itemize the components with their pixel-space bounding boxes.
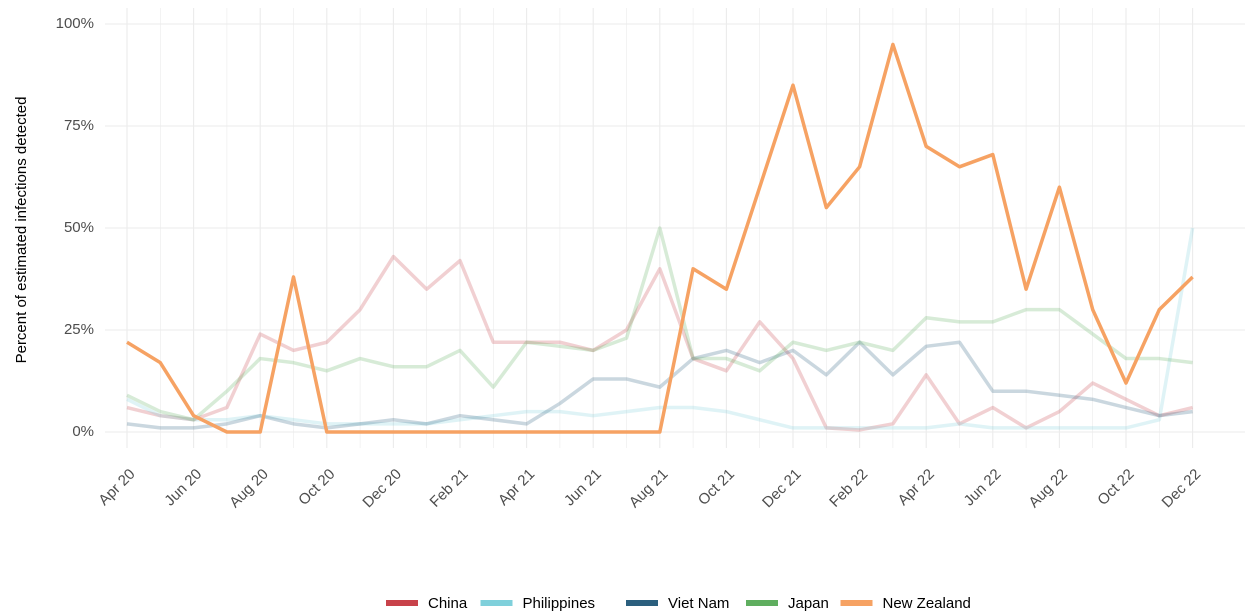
x-tick-label: Jun 20: [161, 466, 205, 510]
x-tick-label: Oct 22: [1094, 466, 1137, 509]
legend-label: Japan: [788, 595, 829, 612]
x-tick-label: Feb 22: [826, 466, 871, 511]
legend-swatch: [480, 600, 513, 606]
x-tick-label: Aug 22: [1025, 466, 1071, 512]
x-tick-label: Dec 22: [1159, 466, 1205, 512]
x-tick-label: Apr 22: [895, 466, 938, 509]
legend-swatch: [626, 600, 658, 606]
x-tick-label: Oct 20: [295, 466, 338, 509]
y-tick-label: 75%: [64, 117, 94, 134]
series-line: [126, 340, 1193, 430]
legend-label: Philippines: [523, 595, 596, 612]
x-tick-label: Feb 21: [427, 466, 472, 511]
x-tick-label: Apr 20: [95, 466, 138, 509]
series-line: [126, 227, 1195, 430]
y-tick-label: 0%: [72, 423, 94, 440]
y-tick-label: 50%: [64, 219, 94, 236]
y-tick-label: 100%: [56, 15, 94, 32]
x-tick-label: Aug 20: [226, 466, 272, 512]
x-tick-label: Jun 22: [961, 466, 1005, 510]
legend-label: New Zealand: [883, 595, 971, 612]
series-line: [126, 254, 1194, 432]
y-tick-label: 25%: [64, 321, 94, 338]
legend-label: Viet Nam: [668, 595, 729, 612]
y-axis-label: Percent of estimated infections detected: [13, 97, 30, 364]
legend-swatch: [746, 600, 778, 606]
series-line: [126, 42, 1194, 434]
series-line: [126, 226, 1193, 422]
legend-swatch: [840, 600, 873, 606]
x-tick-label: Aug 21: [626, 466, 672, 512]
legend-swatch: [386, 600, 418, 606]
legend-label: China: [428, 595, 468, 612]
x-tick-label: Dec 21: [759, 466, 805, 512]
x-tick-label: Dec 20: [359, 466, 405, 512]
x-tick-label: Apr 21: [495, 466, 538, 509]
x-tick-label: Oct 21: [695, 466, 738, 509]
x-tick-label: Jun 21: [561, 466, 605, 510]
